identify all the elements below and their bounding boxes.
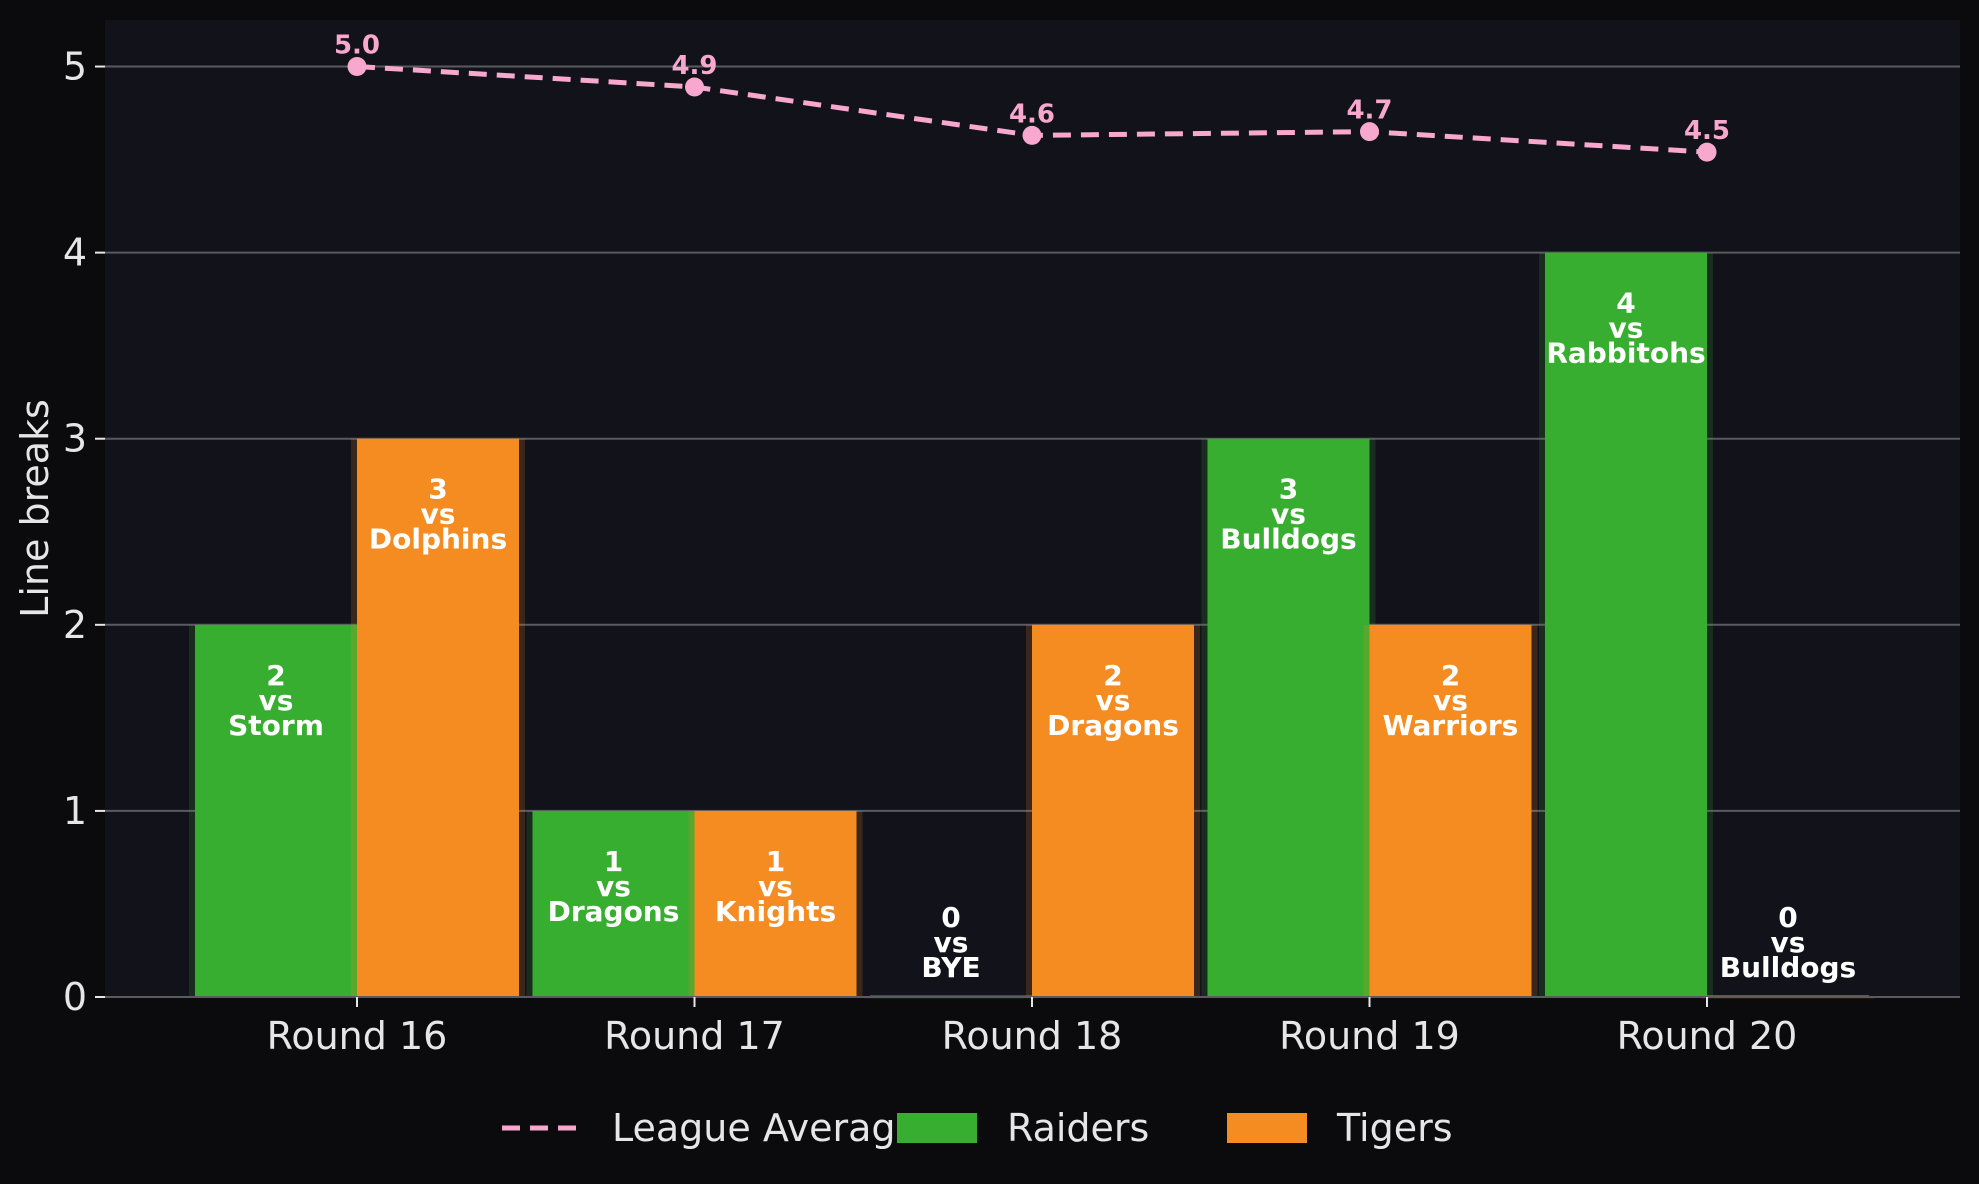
bar-raiders-4	[1545, 252, 1707, 998]
league-average-label-3: 4.7	[1346, 96, 1392, 126]
bar-label-tigers-2-line0: 2	[1103, 659, 1122, 692]
bar-label-raiders-2-line2: BYE	[921, 951, 980, 984]
league-average-point-2	[1022, 125, 1042, 145]
bar-label-tigers-2-line1: vs	[1096, 684, 1131, 717]
bar-label-raiders-3-line2: Bulldogs	[1220, 523, 1356, 556]
league-average-point-4	[1697, 142, 1717, 162]
xtick-label-1: Round 17	[604, 1014, 785, 1058]
bar-label-raiders-4-line0: 4	[1616, 287, 1635, 320]
legend-label-raiders: Raiders	[1007, 1106, 1149, 1150]
bar-label-raiders-3-line0: 3	[1279, 473, 1298, 506]
bar-label-raiders-4-line1: vs	[1609, 312, 1644, 345]
ytick-label-0: 0	[63, 975, 87, 1019]
ytick-label-2: 2	[63, 603, 87, 647]
bar-label-tigers-1-line1: vs	[758, 870, 793, 903]
league-average-point-1	[685, 77, 704, 97]
bar-label-tigers-1-line2: Knights	[715, 895, 836, 928]
bar-label-raiders-1-line0: 1	[604, 845, 623, 878]
y-axis-label: Line breaks	[13, 399, 57, 618]
bar-label-raiders-2-line1: vs	[934, 926, 969, 959]
league-average-label-1: 4.9	[671, 51, 717, 81]
league-average-label-0: 5.0	[334, 31, 380, 61]
ytick-label-1: 1	[63, 789, 87, 833]
ytick-label-5: 5	[63, 45, 87, 89]
bar-raiders-3	[1207, 438, 1370, 997]
league-average-label-2: 4.6	[1009, 99, 1055, 129]
xtick-label-0: Round 16	[267, 1014, 448, 1058]
bar-tigers-2	[1032, 624, 1194, 997]
xtick-label-2: Round 18	[942, 1014, 1123, 1058]
bar-label-raiders-0-line1: vs	[259, 684, 294, 717]
xtick-label-4: Round 20	[1617, 1014, 1798, 1058]
legend-swatch-tigers	[1227, 1113, 1307, 1143]
bar-label-tigers-1-line0: 1	[766, 845, 785, 878]
bar-tigers-0	[357, 438, 519, 997]
bar-label-raiders-3-line1: vs	[1271, 498, 1306, 531]
bar-label-raiders-2-line0: 0	[941, 901, 960, 934]
league-average-label-4: 4.5	[1684, 116, 1730, 146]
bar-label-tigers-0-line0: 3	[428, 473, 447, 506]
xtick-label-3: Round 19	[1279, 1014, 1460, 1058]
bar-label-tigers-3-line0: 2	[1441, 659, 1460, 692]
bar-tigers-3	[1369, 624, 1532, 997]
league-average-point-3	[1360, 122, 1379, 142]
legend-label-league-average: League Average	[612, 1106, 919, 1150]
bar-raiders-1	[532, 810, 695, 997]
bar-label-tigers-4-line0: 0	[1778, 901, 1797, 934]
ytick-label-4: 4	[63, 231, 87, 275]
bar-label-raiders-0-line0: 2	[266, 659, 285, 692]
legend-swatch-raiders	[897, 1113, 977, 1143]
bar-label-raiders-4-line2: Rabbitohs	[1546, 337, 1705, 370]
bar-label-tigers-3-line1: vs	[1433, 684, 1468, 717]
bar-raiders-0	[195, 624, 357, 997]
bar-label-tigers-2-line2: Dragons	[1047, 709, 1179, 742]
bar-label-tigers-0-line1: vs	[421, 498, 456, 531]
bar-label-tigers-4-line2: Bulldogs	[1720, 951, 1856, 984]
bar-label-tigers-4-line1: vs	[1771, 926, 1806, 959]
bar-label-raiders-1-line1: vs	[596, 870, 631, 903]
bar-label-tigers-3-line2: Warriors	[1383, 709, 1519, 742]
bar-label-raiders-0-line2: Storm	[228, 709, 324, 742]
bar-tigers-1	[694, 810, 857, 997]
bar-label-tigers-0-line2: Dolphins	[369, 523, 507, 556]
league-average-point-0	[347, 57, 367, 77]
bar-label-raiders-1-line2: Dragons	[548, 895, 680, 928]
legend-label-tigers: Tigers	[1336, 1106, 1453, 1150]
ytick-label-3: 3	[63, 417, 87, 461]
